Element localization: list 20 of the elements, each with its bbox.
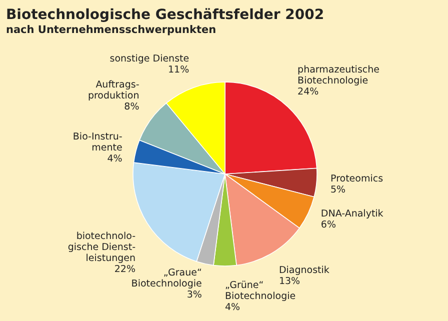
slice-label: Auftrags- produktion — [88, 80, 140, 102]
slice-label: Diagnostik — [278, 265, 330, 276]
data-label: 13% — [278, 276, 300, 288]
data-label: 24% — [298, 86, 319, 98]
slice-label: DNA-Analytik — [320, 208, 384, 220]
data-label: 6% — [320, 220, 336, 231]
slice-label: Bio-Instru- mente — [72, 132, 122, 154]
data-label: 8% — [124, 102, 140, 113]
data-label: 4% — [107, 154, 122, 165]
data-label: 11% — [168, 64, 190, 76]
slice-label: sonstige Dienste — [110, 53, 190, 64]
chart-title: Biotechnologische Geschäftsfelder 2002 — [6, 7, 324, 23]
data-label: 5% — [330, 184, 346, 196]
slice-label: Proteomics — [330, 173, 384, 184]
slice-label: biotechnolo- gische Dienst- leistungen — [68, 230, 136, 264]
data-label: 3% — [186, 289, 202, 300]
data-label: 22% — [114, 264, 136, 275]
data-label: 4% — [225, 302, 240, 313]
slice-label: pharmazeutische Biotechnologie — [298, 64, 380, 87]
chart-subtitle: nach Unternehmensschwerpunkten — [6, 24, 216, 36]
